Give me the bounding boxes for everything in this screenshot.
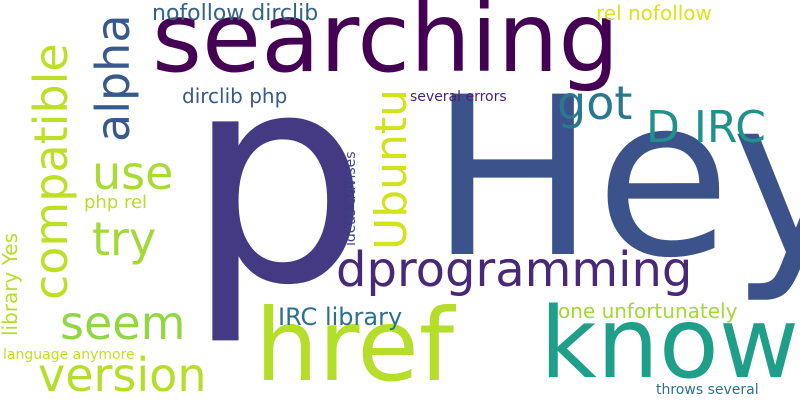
word-one-unfortunately: one unfortunately — [558, 299, 738, 323]
word-dprogramming: dprogramming — [336, 242, 693, 298]
word-searching: searching — [152, 0, 620, 94]
word-version: version — [38, 348, 207, 402]
word-rel-nofollow: rel nofollow — [596, 1, 712, 25]
word-library-yes: library Yes — [0, 233, 22, 336]
word-p: p — [186, 12, 371, 349]
word-ideas-advises: ideas advises — [343, 151, 359, 246]
word-language-anymore: language anymore — [3, 347, 135, 363]
word-use: use — [92, 146, 174, 200]
word-d-irc: D IRC — [646, 102, 766, 153]
word-nofollow-dirclib: nofollow dirclib — [152, 1, 319, 26]
word-know: know — [540, 287, 799, 401]
word-dirclib-php: dirclib php — [182, 84, 288, 108]
word-alpha: alpha — [86, 14, 140, 142]
word-php-rel: php rel — [84, 192, 148, 213]
word-seem: seem — [60, 296, 186, 350]
word-throws-several: throws several — [656, 382, 759, 398]
word-try: try — [92, 212, 157, 266]
word-irc-library: IRC library — [278, 303, 403, 331]
word-compatible: compatible — [24, 43, 78, 300]
word-got: got — [557, 76, 633, 130]
word-href: href — [255, 287, 455, 404]
word-several-errors: several errors — [410, 89, 507, 105]
word-ubuntu: Ubuntu — [366, 88, 417, 250]
word-hey: Hey — [430, 50, 800, 306]
